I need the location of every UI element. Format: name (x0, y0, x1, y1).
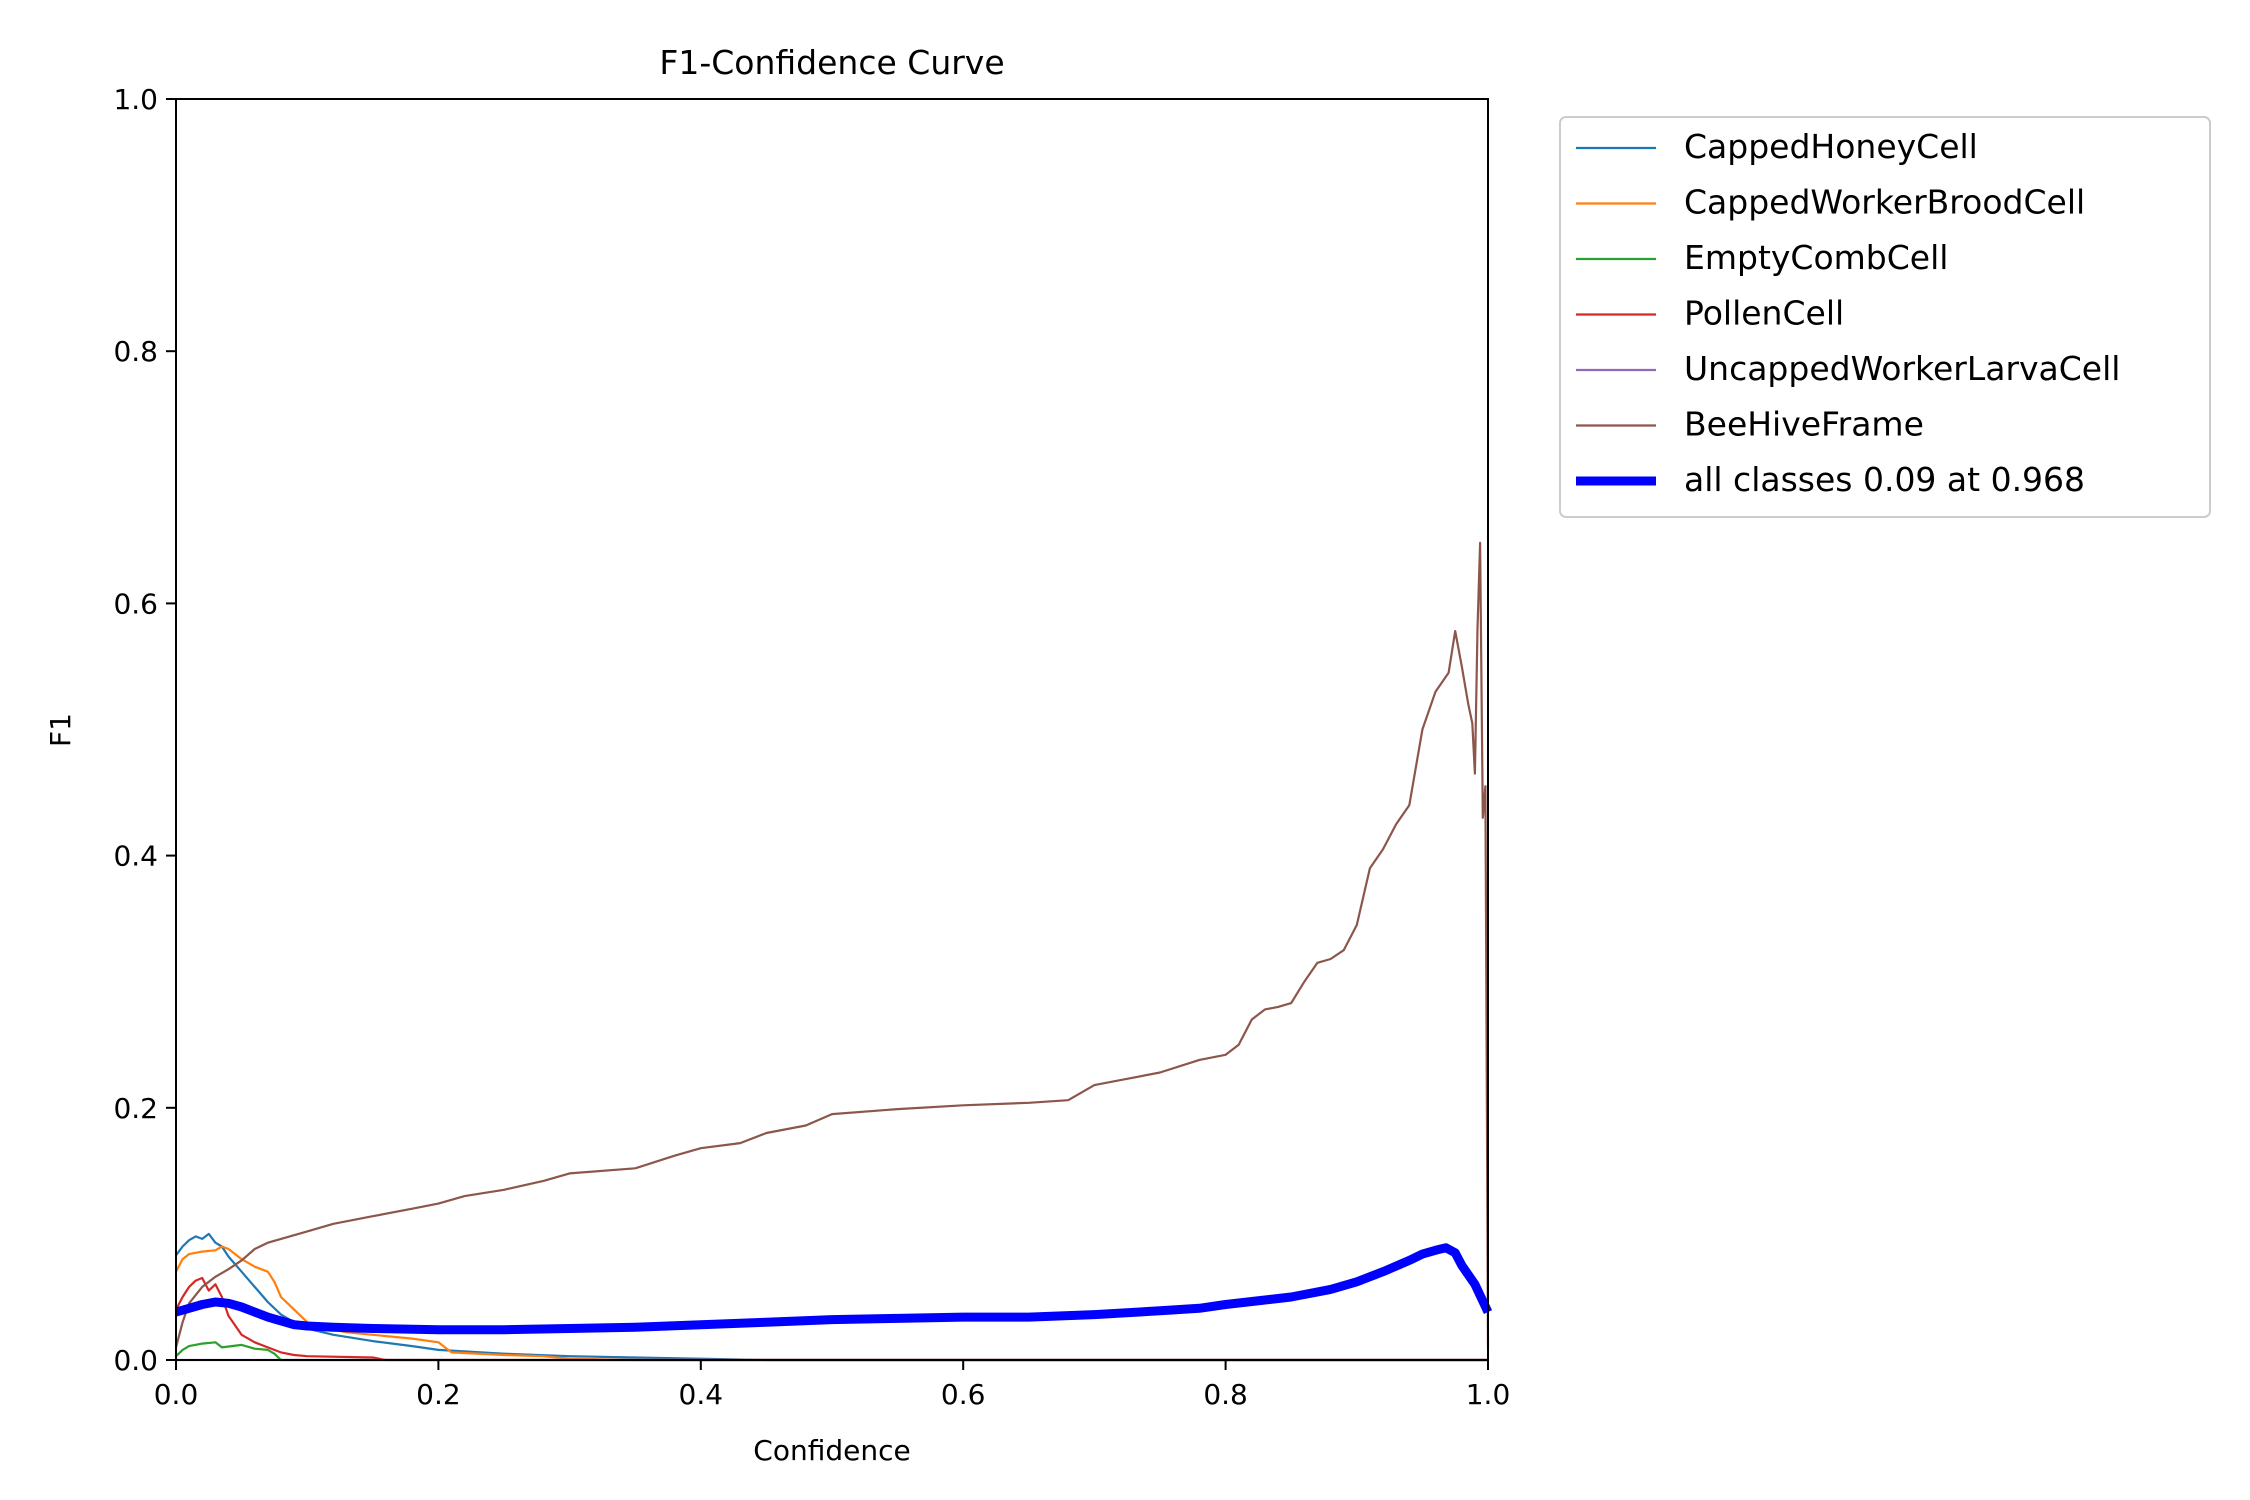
y-tick-label: 0.6 (113, 587, 158, 620)
legend-items: CappedHoneyCell CappedWorkerBroodCell Empt… (1576, 127, 2120, 499)
x-tick-label: 0.2 (416, 1378, 461, 1411)
series-line-all-classes-0-09-at-0-968 (174, 1243, 1493, 1335)
y-axis-label: F1 (44, 713, 77, 747)
plot-frame (175, 98, 1489, 1361)
y-axis: 0.0 0.2 0.4 0.6 0.8 1.0 (113, 83, 176, 1377)
legend: CappedHoneyCell CappedWorkerBroodCell Empt… (1559, 116, 2211, 518)
legend-label-cappedhoneycell: CappedHoneyCell (1684, 127, 1978, 166)
legend-label-all-classes-0-09-at-0-968: all classes 0.09 at 0.968 (1684, 460, 2085, 499)
x-tick-label: 0.4 (679, 1378, 724, 1411)
legend-label-emptycombcell: EmptyCombCell (1684, 238, 1948, 277)
series-layer (174, 541, 1493, 1362)
x-tick-label: 0.0 (154, 1378, 199, 1411)
series-line-emptycombcell (174, 1341, 1490, 1362)
x-axis-label: Confidence (753, 1434, 910, 1467)
y-tick-label: 0.2 (113, 1092, 158, 1125)
chart-title: F1-Confidence Curve (659, 43, 1004, 82)
legend-label-cappedworkerbroodcell: CappedWorkerBroodCell (1684, 183, 2085, 222)
y-tick-label: 0.8 (113, 335, 158, 368)
legend-frame (1559, 116, 2211, 518)
series-line-beehiveframe (174, 541, 1490, 1349)
series-line-pollencell (174, 1276, 1490, 1362)
series-line-cappedhoneycell (174, 1232, 1490, 1362)
x-tick-label: 0.6 (941, 1378, 986, 1411)
legend-label-pollencell: PollenCell (1684, 294, 1844, 333)
y-tick-label: 1.0 (113, 83, 158, 116)
legend-label-beehiveframe: BeeHiveFrame (1684, 405, 1924, 444)
x-tick-label: 0.8 (1203, 1378, 1248, 1411)
legend-label-uncappedworkerlarvacell: UncappedWorkerLarvaCell (1684, 349, 2120, 388)
plot-background (176, 99, 1488, 1360)
series-line-cappedworkerbroodcell (174, 1245, 1490, 1362)
y-tick-label: 0.4 (113, 840, 158, 873)
x-axis: 0.0 0.2 0.4 0.6 0.8 1.0 (154, 1360, 1511, 1411)
plot-area (174, 98, 1493, 1362)
x-tick-label: 1.0 (1466, 1378, 1511, 1411)
y-tick-label: 0.0 (113, 1344, 158, 1377)
